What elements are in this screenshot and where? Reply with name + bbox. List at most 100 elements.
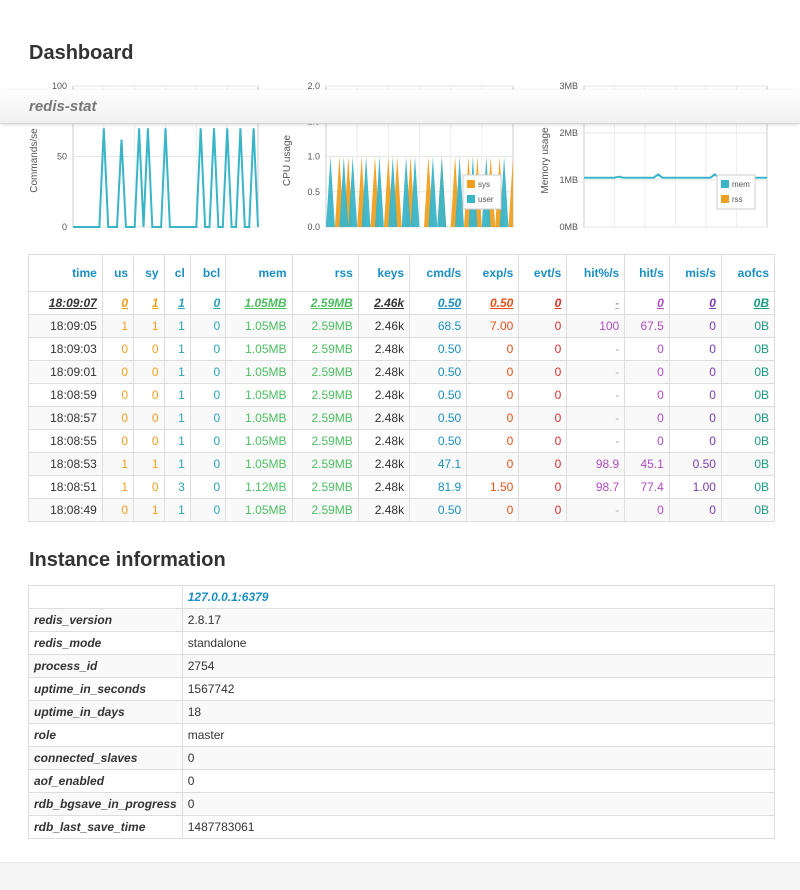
column-header-sy: sy <box>133 254 165 292</box>
stats-cell: 1 <box>133 314 165 338</box>
stats-cell: 0 <box>101 383 135 407</box>
stats-cell: 0 <box>101 429 135 453</box>
stats-cell: 0B <box>720 452 776 476</box>
stats-cell: 0.50 <box>409 291 468 315</box>
stats-cell: 0 <box>518 314 568 338</box>
info-value: 0 <box>181 769 776 793</box>
info-key: connected_slaves <box>28 746 183 770</box>
stats-cell: 0 <box>133 406 165 430</box>
stats-cell: 1.05MB <box>225 383 293 407</box>
stats-cell: 0 <box>518 291 568 315</box>
legend-swatch <box>467 195 475 203</box>
info-key: role <box>28 723 183 747</box>
chart-series-line <box>73 128 259 228</box>
stats-cell: 2.59MB <box>291 429 359 453</box>
column-header-rss: rss <box>291 254 359 292</box>
info-value: 2754 <box>181 654 776 678</box>
stats-cell: 0 <box>189 406 227 430</box>
stats-cell: 2.59MB <box>291 337 359 361</box>
chart-ylabel: Memory usage <box>540 127 551 194</box>
stats-cell: 0 <box>133 475 165 499</box>
chart-tick-label: 0 <box>62 222 67 232</box>
stats-cell: 1.00 <box>668 475 722 499</box>
stats-cell: 2.59MB <box>291 383 359 407</box>
stats-cell: 0 <box>466 452 520 476</box>
stats-cell: 0 <box>101 360 135 384</box>
column-header-time: time <box>28 254 103 292</box>
stats-cell: 1 <box>133 498 165 522</box>
stats-row: 18:09:03 0 0 1 0 1.05MB 2.59MB 2.48k 0.50 0 0-0 0 0B <box>28 337 776 361</box>
info-body: redis_version 2.8.17 redis_mode standalone p… <box>28 608 776 839</box>
stats-cell: 18:08:59 <box>28 383 103 407</box>
stats-cell: 0.50 <box>409 406 468 430</box>
info-row: rdb_last_save_time 1487783061 <box>28 815 776 839</box>
column-header-mem: mem <box>225 254 293 292</box>
stats-cell: - <box>566 498 626 522</box>
stats-cell: 0.50 <box>409 360 468 384</box>
stats-cell: 68.5 <box>409 314 468 338</box>
stats-cell: 1 <box>133 452 165 476</box>
stats-cell: 0 <box>189 498 227 522</box>
stats-cell: 0 <box>668 429 722 453</box>
chart-tick-label: 0MB <box>559 222 578 232</box>
stats-cell: 2.48k <box>357 360 411 384</box>
column-header-cl: cl <box>163 254 191 292</box>
stats-table: time us sy cl bcl mem rss keys cmd/s exp/s evt/s hi… <box>28 254 776 522</box>
stats-row: 18:09:01 0 0 1 0 1.05MB 2.59MB 2.48k 0.50 0 0-0 0 0B <box>28 360 776 384</box>
stats-cell: 0 <box>466 406 520 430</box>
stats-cell: 0 <box>466 360 520 384</box>
stats-cell: 1.05MB <box>225 498 293 522</box>
stats-cell: 1 <box>163 406 191 430</box>
stats-cell: 1 <box>101 452 135 476</box>
info-header-key <box>28 585 183 609</box>
stats-cell: 3 <box>163 475 191 499</box>
stats-cell: 0 <box>189 475 227 499</box>
column-header-exps: exp/s <box>466 254 520 292</box>
info-row: uptime_in_days 18 <box>28 700 776 724</box>
info-key: process_id <box>28 654 183 678</box>
stats-cell: 2.46k <box>357 291 411 315</box>
stats-row: 18:08:57 0 0 1 0 1.05MB 2.59MB 2.48k 0.50 0 0-0 0 0B <box>28 406 776 430</box>
stats-cell: 18:09:03 <box>28 337 103 361</box>
stats-cell: 0 <box>624 383 670 407</box>
info-row: role master <box>28 723 776 747</box>
stats-cell: 0 <box>668 360 722 384</box>
stats-cell: 1 <box>163 498 191 522</box>
stats-cell: 0.50 <box>409 337 468 361</box>
stats-cell: 0 <box>668 383 722 407</box>
info-row: redis_mode standalone <box>28 631 776 655</box>
legend-swatch <box>467 180 475 188</box>
legend-swatch <box>721 195 729 203</box>
info-row: redis_version 2.8.17 <box>28 608 776 632</box>
info-key: uptime_in_days <box>28 700 183 724</box>
stats-cell: 0B <box>720 383 776 407</box>
column-header-us: us <box>101 254 135 292</box>
instance-info-table: 127.0.0.1:6379 redis_version 2.8.17 redis_… <box>28 585 776 839</box>
info-value: 0 <box>181 792 776 816</box>
stats-cell: 18:09:05 <box>28 314 103 338</box>
info-header-row: 127.0.0.1:6379 <box>28 585 776 609</box>
stats-cell: 98.9 <box>566 452 626 476</box>
stats-cell: 0 <box>189 314 227 338</box>
stats-cell: 1 <box>163 360 191 384</box>
stats-row: 18:08:53 1 1 1 0 1.05MB 2.59MB 2.48k 47.1 0 0 98.9 4… <box>28 452 776 476</box>
stats-cell: 0 <box>101 337 135 361</box>
stats-cell: 1 <box>163 337 191 361</box>
info-key: aof_enabled <box>28 769 183 793</box>
stats-cell: 2.59MB <box>291 360 359 384</box>
stats-cell: 0B <box>720 337 776 361</box>
page-title: Dashboard <box>29 42 134 64</box>
chart-tick-label: 2MB <box>559 128 578 138</box>
stats-cell: 0B <box>720 406 776 430</box>
stats-cell: 0 <box>518 475 568 499</box>
stats-cell: 2.48k <box>357 452 411 476</box>
stats-cell: - <box>566 291 626 315</box>
info-value: 0 <box>181 746 776 770</box>
legend-label: mem <box>732 180 750 189</box>
info-key: rdb_last_save_time <box>28 815 183 839</box>
stats-cell: 1.05MB <box>225 360 293 384</box>
brand-link[interactable]: redis-stat <box>29 98 97 115</box>
stats-cell: 0 <box>133 337 165 361</box>
instance-info-title: Instance information <box>29 549 226 571</box>
stats-cell: 77.4 <box>624 475 670 499</box>
